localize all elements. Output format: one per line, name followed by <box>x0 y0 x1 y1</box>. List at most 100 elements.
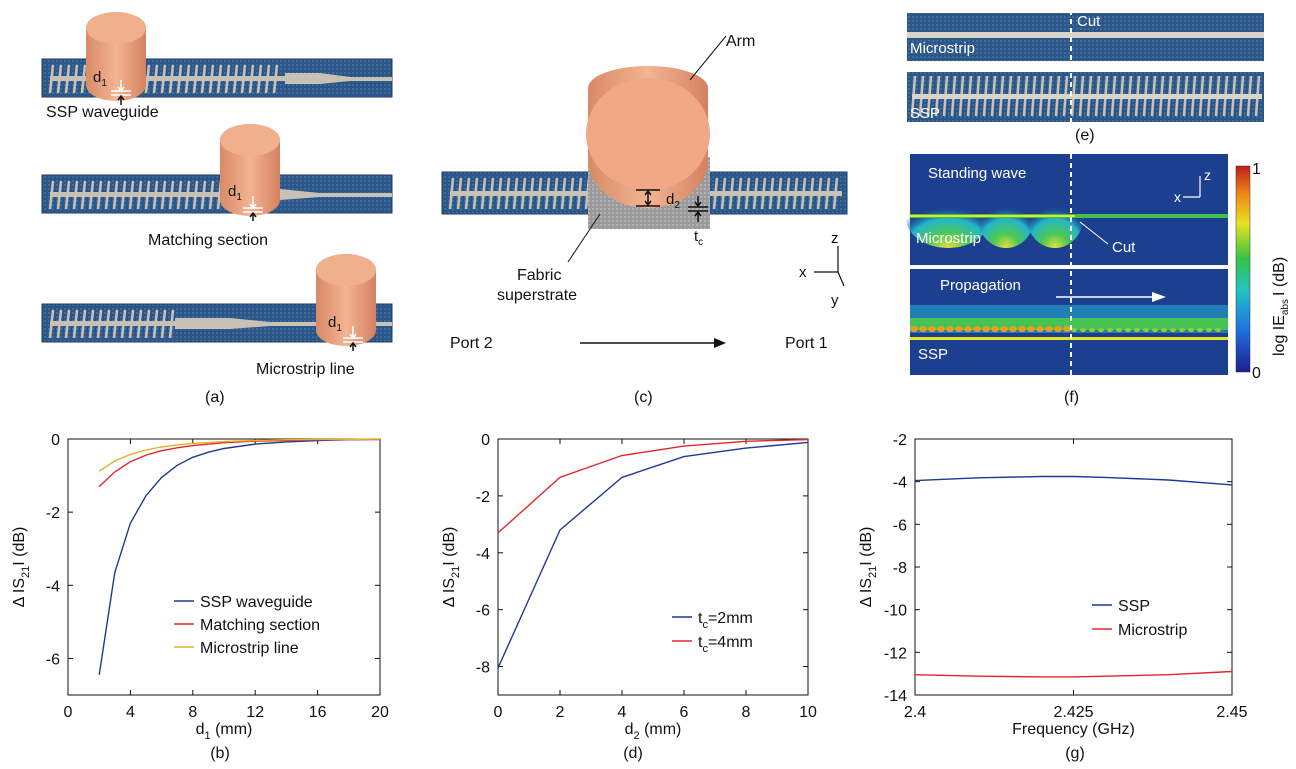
arm-cylinder <box>86 12 146 101</box>
svg-text:x: x <box>799 264 807 281</box>
axes-triad: z x y <box>799 230 845 309</box>
field-hotspot <box>1036 326 1044 332</box>
field-hotspot <box>937 326 945 332</box>
field-hotspot <box>946 326 954 332</box>
series-line <box>497 438 809 534</box>
caption-c: (c) <box>634 389 653 406</box>
plot-frame <box>497 438 809 696</box>
y-tick-label: -6 <box>476 603 490 620</box>
port1-label: Port 1 <box>785 335 828 352</box>
y-tick-label: -4 <box>46 578 60 595</box>
y-tick-label: 0 <box>481 432 490 449</box>
svg-text:z: z <box>1204 167 1211 183</box>
y-tick-label: -8 <box>476 660 490 677</box>
arm-cylinder <box>220 124 280 216</box>
field-hotspot <box>964 326 972 332</box>
plot-frame <box>67 438 381 696</box>
y-tick-label: -10 <box>884 603 907 620</box>
x-tick-label: 2 <box>556 704 565 721</box>
series-line <box>914 475 1233 486</box>
y-tick-label: -14 <box>884 688 907 705</box>
label-microstrip-line: Microstrip line <box>256 361 355 378</box>
x-axis-label: d2 (mm) <box>625 721 682 742</box>
legend-entry: Microstrip <box>1118 622 1187 639</box>
svg-text:x: x <box>1174 189 1181 205</box>
series-line <box>497 441 809 669</box>
y-tick-label: -2 <box>893 432 907 449</box>
y-tick-label: 0 <box>51 432 60 449</box>
ssp-field-hotspots <box>910 326 1221 332</box>
y-axis-label: Δ IS21I (dB) <box>11 527 32 608</box>
caption-e: (e) <box>1075 127 1095 144</box>
y-axis-label: Δ IS21I (dB) <box>858 527 879 608</box>
microstrip-field-label: Microstrip <box>916 230 981 247</box>
ssp-field-label: SSP <box>918 346 948 363</box>
series-line <box>98 438 381 676</box>
d1-marker: d1 <box>93 69 131 105</box>
x-tick-label: 2.45 <box>1216 704 1247 721</box>
cut-label: Cut <box>1077 13 1101 30</box>
field-hotspot <box>1116 328 1122 332</box>
field-hotspot <box>910 326 918 332</box>
x-tick-label: 6 <box>680 704 689 721</box>
tc-marker: tc <box>688 196 708 248</box>
field-hotspot <box>1000 326 1008 332</box>
cut-field-label: Cut <box>1112 239 1136 256</box>
field-hotspot <box>955 326 963 332</box>
propagation-label: Propagation <box>940 277 1021 294</box>
field-hotspot <box>991 326 999 332</box>
field-hotspot <box>1179 328 1185 332</box>
x-tick-label: 8 <box>188 704 197 721</box>
x-tick-label: 10 <box>799 704 817 721</box>
d1-marker: d1 <box>328 314 363 351</box>
field-hotspot <box>1089 328 1095 332</box>
tc-label: tc <box>694 228 703 248</box>
microstrip-label: Microstrip <box>910 40 975 57</box>
field-hotspot <box>1045 326 1053 332</box>
legend-entry: Microstrip line <box>200 640 299 657</box>
port2-label: Port 2 <box>450 335 493 352</box>
svg-text:z: z <box>831 230 839 247</box>
d2-marker: d2 <box>636 189 680 211</box>
field-hotspot <box>1170 328 1176 332</box>
y-axis-label: Δ IS21I (dB) <box>441 527 462 608</box>
y-tick-label: -2 <box>46 505 60 522</box>
field-hotspot <box>1027 326 1035 332</box>
colorbar-max: 1 <box>1252 161 1261 178</box>
field-hotspot <box>1063 326 1071 332</box>
field-axes: z x <box>1174 167 1211 205</box>
strip-ssp-waveguide: d1 SSP waveguide <box>41 12 393 121</box>
field-hotspot <box>1071 328 1077 332</box>
ssp-label: SSP <box>910 105 940 122</box>
arm-leader <box>689 35 727 81</box>
arm-cylinder <box>586 66 710 208</box>
y-tick-label: -8 <box>893 560 907 577</box>
field-hotspot <box>928 326 936 332</box>
field-hotspot <box>1054 326 1062 332</box>
x-tick-label: 4 <box>126 704 135 721</box>
field-hotspot <box>1206 328 1212 332</box>
field-hotspot <box>973 326 981 332</box>
chart-caption: (g) <box>1065 745 1085 762</box>
caption-a: (a) <box>205 389 225 406</box>
panel-c: Arm d2 tc Fabric superstrate z x y <box>441 33 848 406</box>
legend-entry: Matching section <box>200 617 320 634</box>
field-hotspot <box>1152 328 1158 332</box>
field-hotspot <box>1143 328 1149 332</box>
x-tick-label: 4 <box>618 704 627 721</box>
strip-matching-section: d1 Matching section <box>41 124 393 249</box>
x-tick-label: 2.4 <box>904 704 926 721</box>
field-hotspot <box>1134 328 1140 332</box>
d1-label: d1 <box>328 314 342 334</box>
y-tick-label: -4 <box>893 475 907 492</box>
field-hotspot <box>1080 328 1086 332</box>
d1-label: d1 <box>93 69 107 89</box>
y-tick-label: -12 <box>884 645 907 662</box>
chart-b: 0 4 8 12 16 20 -6 -4 -2 0 SSP waveguide Matching se… <box>11 432 389 762</box>
d2-label: d2 <box>666 191 680 211</box>
x-tick-label: 20 <box>371 704 389 721</box>
chart-caption: (d) <box>623 745 643 762</box>
chart-d: 0 2 4 6 8 10 -8 -6 -4 -2 0 tc=2mm tc=4mm d2 (mm) Δ IS2… <box>441 432 817 762</box>
svg-text:y: y <box>831 292 839 309</box>
x-tick-label: 8 <box>742 704 751 721</box>
